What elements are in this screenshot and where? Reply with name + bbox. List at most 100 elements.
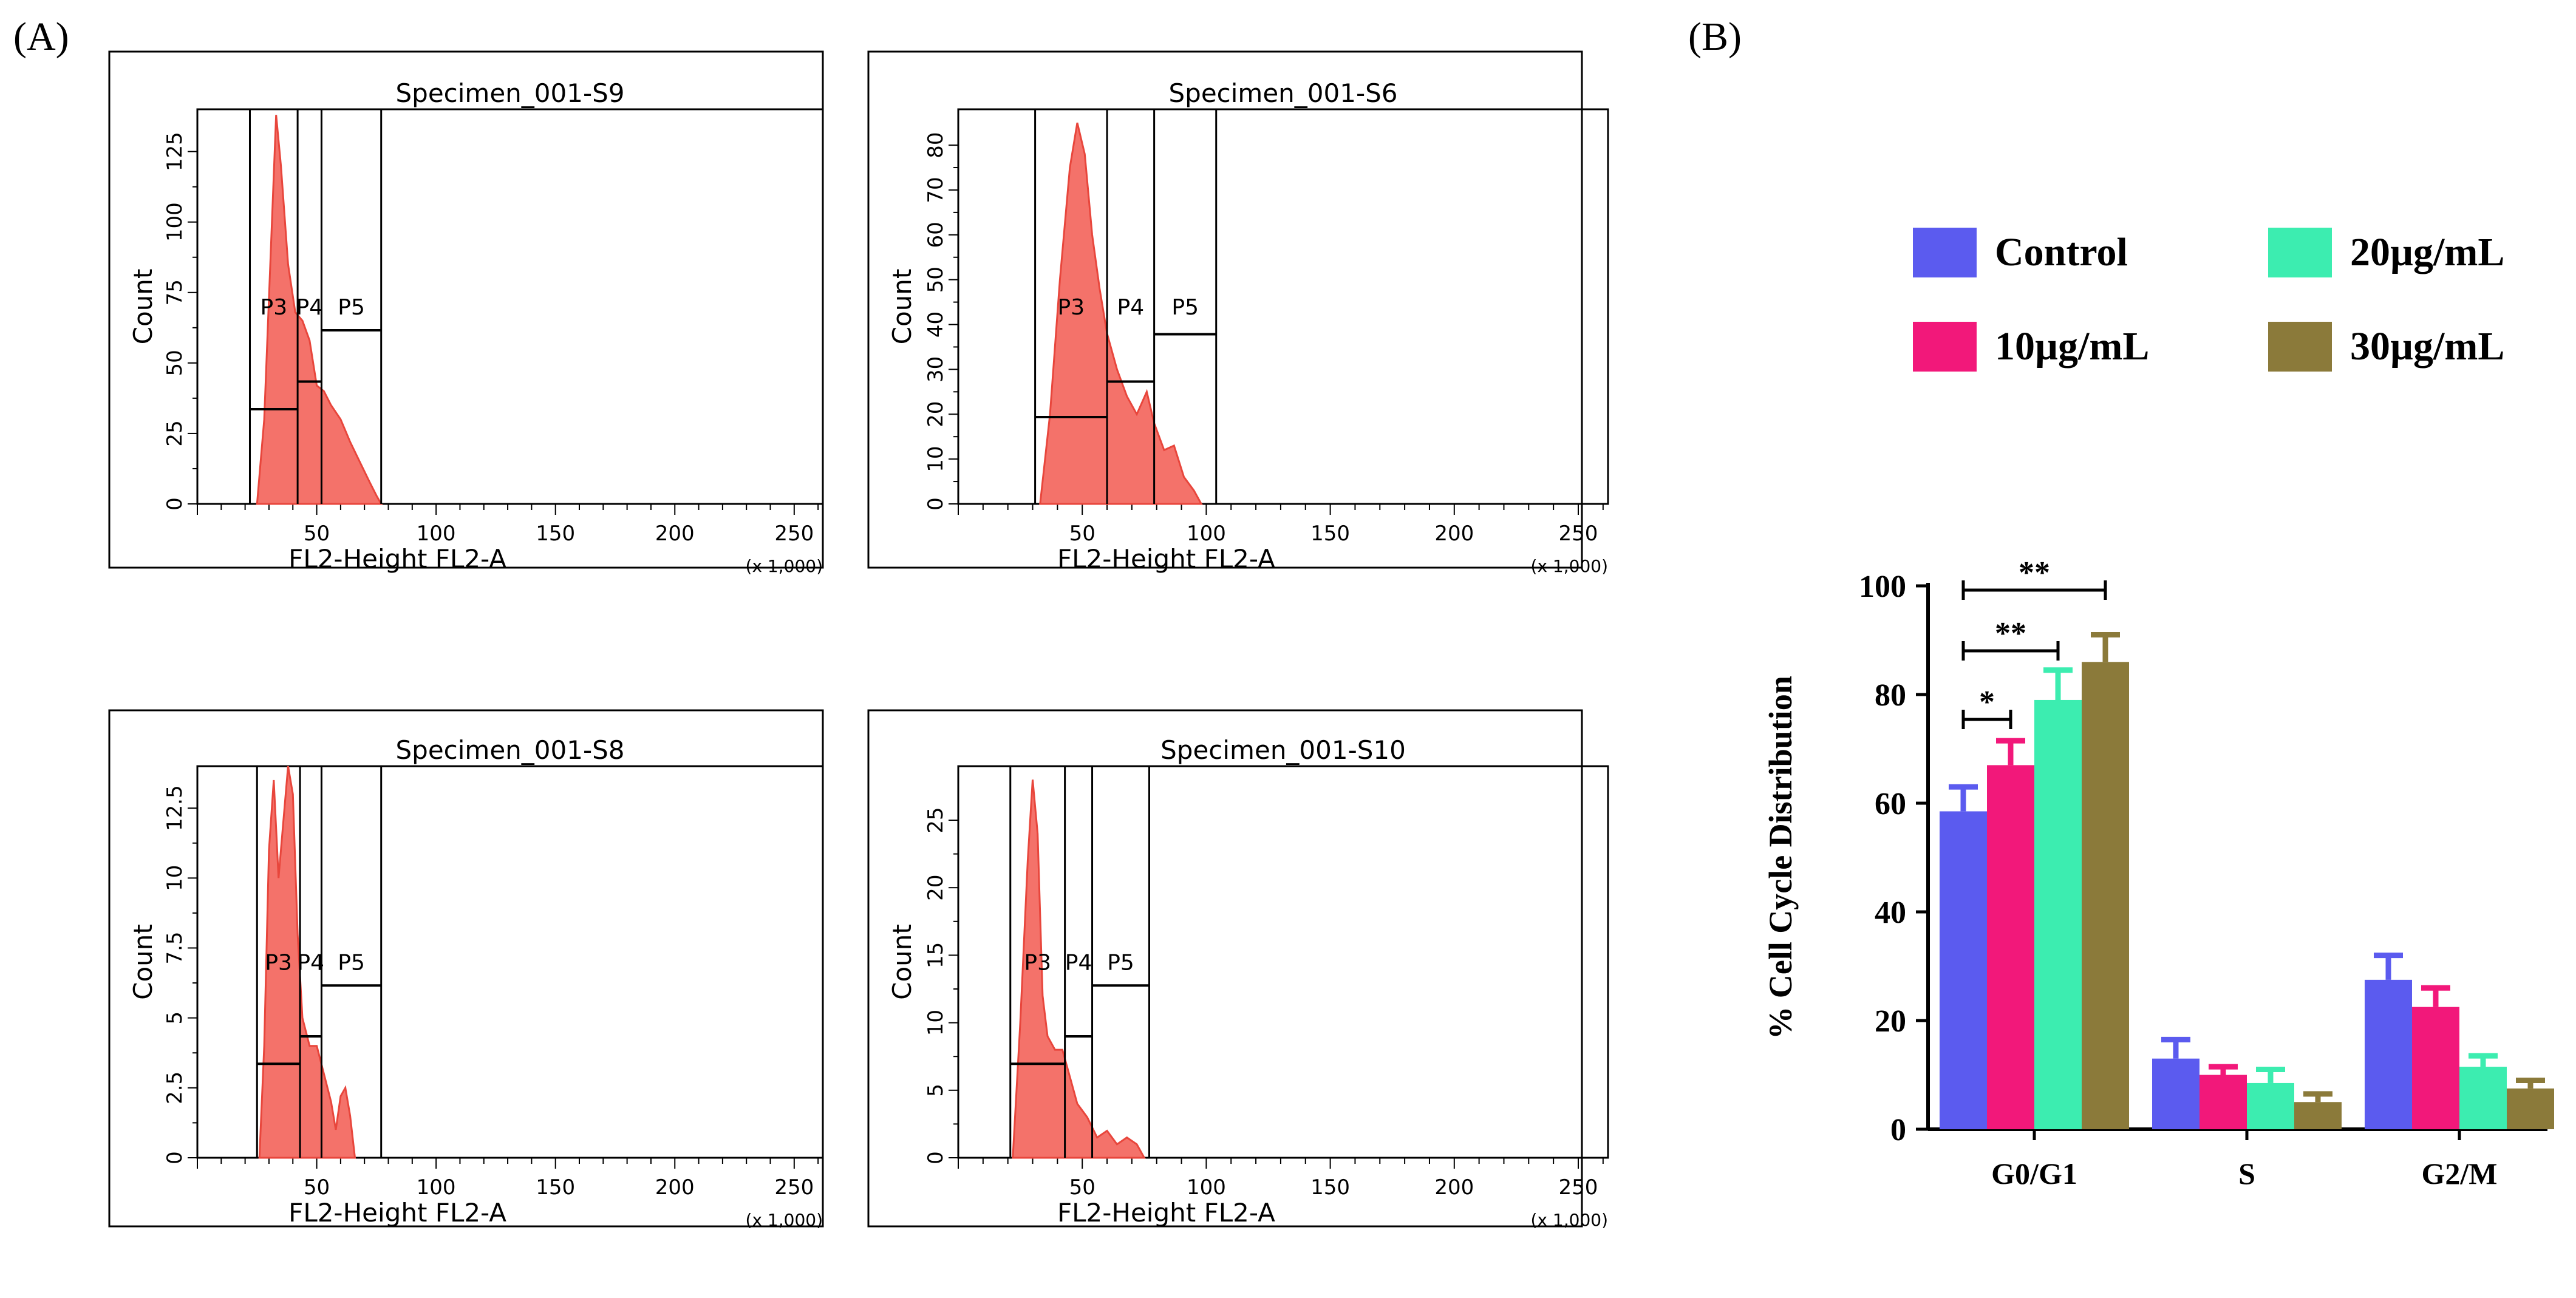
y-tick-label: 0 (1890, 1113, 1906, 1147)
x-tick-label: 100 (1187, 1175, 1226, 1200)
significance-marker: ** (2019, 556, 2050, 590)
x-tick-label: 50 (304, 1175, 330, 1200)
plot-area (196, 765, 824, 1159)
x-tick-label: 50 (304, 522, 330, 546)
x-axis-label: FL2-Height FL2-A (1057, 544, 1275, 574)
x-tick-label: 200 (655, 1175, 695, 1200)
histogram-panel: Specimen_001-S6 50 100 150 200 250 0 10 20 30 40 50… (867, 50, 1609, 576)
bar (2365, 979, 2412, 1129)
category-label: G0/G1 (1991, 1157, 2077, 1191)
bar (2199, 1075, 2247, 1129)
y-tick-label: 0 (924, 1151, 948, 1164)
bar (1987, 765, 2034, 1129)
x-axis-multiplier: (x 1,000) (1531, 1210, 1608, 1230)
y-tick-label: 80 (924, 132, 948, 158)
significance-marker: * (1979, 685, 1995, 719)
plot-area (957, 108, 1609, 505)
histogram-title: Specimen_001-S8 (396, 735, 625, 765)
gate-label: P4 (1117, 295, 1145, 320)
y-tick-label: 100 (163, 202, 187, 242)
y-tick-label: 30 (924, 356, 948, 382)
x-axis-label: FL2-Height FL2-A (1057, 1198, 1275, 1228)
y-tick-label: 60 (924, 222, 948, 248)
x-axis-label: FL2-Height FL2-A (288, 544, 506, 574)
y-tick-label: 0 (163, 497, 187, 511)
plot-area (957, 765, 1609, 1159)
histogram-frame (108, 709, 824, 1228)
x-tick-label: 50 (1069, 1175, 1095, 1200)
histogram-area (1039, 122, 1203, 505)
gate-label: P5 (1171, 295, 1199, 320)
y-tick-label: 0 (163, 1151, 187, 1164)
y-tick-label: 15 (924, 942, 948, 968)
panel-b-label: (B) (1688, 15, 1742, 59)
x-tick-label: 250 (774, 522, 814, 546)
panel-a-label: (A) (13, 15, 69, 59)
y-axis-label: Count (128, 924, 158, 1000)
gate-label: P5 (338, 295, 365, 320)
bar (1940, 811, 1987, 1129)
y-tick-label: 25 (163, 420, 187, 446)
bar (2247, 1082, 2294, 1129)
legend-label: 10µg/mL (1995, 324, 2149, 369)
x-tick-label: 150 (1310, 1175, 1350, 1200)
gate-label: P4 (297, 950, 324, 975)
histogram-frame (108, 50, 824, 569)
y-tick-label: 7.5 (163, 931, 187, 964)
y-tick-label: 100 (1859, 569, 1906, 604)
y-tick-label: 20 (924, 875, 948, 901)
y-tick-label: 20 (924, 401, 948, 427)
legend-swatch (1913, 322, 1977, 372)
gate-label: P3 (265, 950, 292, 975)
gate-label: P4 (296, 295, 323, 320)
legend-swatch (1913, 228, 1977, 277)
y-axis-label: Count (128, 269, 158, 345)
y-axis-label: % Cell Cycle Distribution (1762, 676, 1799, 1039)
y-tick-label: 12.5 (163, 785, 187, 831)
x-tick-label: 200 (1434, 522, 1474, 546)
legend-label: 20µg/mL (2350, 230, 2504, 274)
x-tick-label: 100 (417, 1175, 456, 1200)
y-tick-label: 5 (924, 1084, 948, 1097)
x-tick-label: 150 (1310, 522, 1350, 546)
x-axis-multiplier: (x 1,000) (1531, 556, 1608, 576)
y-tick-label: 40 (924, 311, 948, 338)
legend-swatch (2268, 228, 2332, 277)
histogram-panel: Specimen_001-S8 50 100 150 200 250 0 2.5 5 7.5 10 1… (108, 709, 824, 1230)
gate-label: P4 (1065, 950, 1092, 975)
y-tick-label: 2.5 (163, 1072, 187, 1104)
plot-area (196, 108, 824, 505)
y-tick-label: 0 (924, 497, 948, 511)
y-tick-label: 125 (163, 132, 187, 171)
bar-chart-panel: 0 20 40 60 80 100 % Cell Cycle Distribution G0/… (1762, 228, 2554, 1191)
x-tick-label: 250 (1559, 522, 1598, 546)
x-tick-label: 100 (417, 522, 456, 546)
x-axis-multiplier: (x 1,000) (746, 1210, 823, 1230)
y-tick-label: 10 (924, 446, 948, 472)
bar (2034, 699, 2082, 1129)
bar (2507, 1088, 2554, 1129)
y-tick-label: 10 (924, 1010, 948, 1036)
x-tick-label: 150 (536, 1175, 575, 1200)
gate-label: P5 (338, 950, 365, 975)
y-tick-label: 25 (924, 807, 948, 833)
gate-label: P3 (260, 295, 287, 320)
legend-swatch (2268, 322, 2332, 372)
histogram-panel: Specimen_001-S10 50 100 150 200 250 0 5 10 15 20 25… (867, 709, 1609, 1230)
x-tick-label: 200 (655, 522, 695, 546)
gate-label: P5 (1107, 950, 1134, 975)
x-axis-label: FL2-Height FL2-A (288, 1198, 506, 1228)
histogram-area (256, 115, 383, 505)
bar (2294, 1102, 2342, 1129)
histogram-title: Specimen_001-S6 (1169, 78, 1398, 108)
x-tick-label: 100 (1187, 522, 1226, 546)
category-label: G2/M (2422, 1157, 2498, 1191)
histogram-panel: Specimen_001-S9 50 100 150 200 250 0 25 50 75 100 1… (108, 50, 824, 576)
y-tick-label: 40 (1875, 895, 1906, 930)
y-tick-label: 50 (163, 350, 187, 376)
y-tick-label: 60 (1875, 787, 1906, 821)
x-tick-label: 250 (1559, 1175, 1598, 1200)
x-tick-label: 200 (1434, 1175, 1474, 1200)
